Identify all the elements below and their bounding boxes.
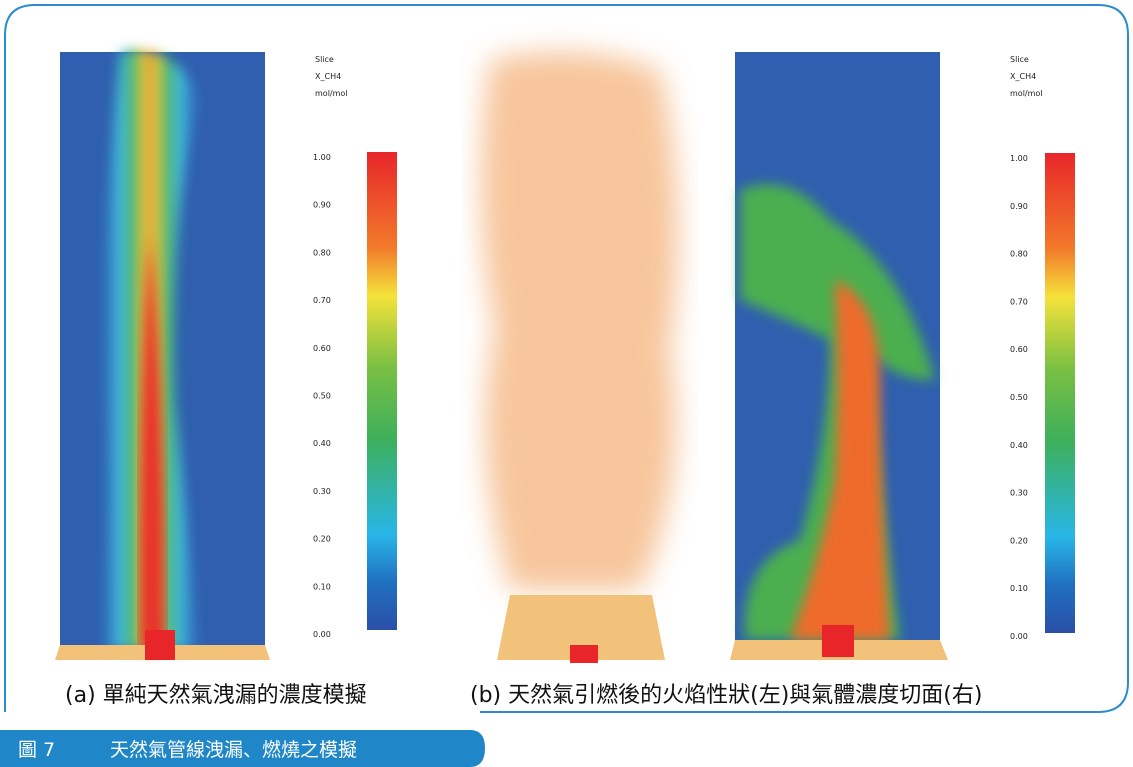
colorbar-tick-label: 0.10: [313, 582, 331, 591]
colorbar-tick-label: 0.40: [313, 439, 331, 448]
figure-title: 天然氣管線洩漏、燃燒之模擬: [110, 739, 357, 761]
colorbar-tick-label: 1.00: [1010, 154, 1028, 163]
legend-text: mol/mol: [1010, 89, 1043, 98]
colorbar-tick-label: 0.90: [1010, 202, 1028, 211]
figure-label: 圖 7: [18, 739, 55, 761]
colorbar-tick-label: 0.40: [1010, 441, 1028, 450]
colorbar-tick-label: 1.00: [313, 153, 331, 162]
colorbar-tick-label: 0.10: [1010, 584, 1028, 593]
legend-text: mol/mol: [315, 89, 348, 98]
colorbar-tick-label: 0.90: [313, 201, 331, 210]
colorbar-tick-label: 0.30: [1010, 489, 1028, 498]
source: [822, 625, 854, 657]
colorbar-tick-label: 0.80: [313, 248, 331, 257]
colorbar-tick-label: 0.20: [1010, 536, 1028, 545]
colorbar: [367, 152, 397, 630]
colorbar-tick-label: 0.70: [1010, 297, 1028, 306]
flame: [481, 52, 678, 590]
colorbar-tick-label: 0.00: [1010, 632, 1028, 641]
colorbar-tick-label: 0.60: [313, 344, 331, 353]
page: (a) 單純天然氣洩漏的濃度模擬 (b) 天然氣引燃後的火焰性狀(左)與氣體濃度…: [0, 0, 1133, 767]
colorbar-tick-label: 0.00: [313, 630, 331, 639]
figure: (a) 單純天然氣洩漏的濃度模擬 (b) 天然氣引燃後的火焰性狀(左)與氣體濃度…: [0, 0, 1133, 767]
legend-text: X_CH4: [1010, 72, 1036, 81]
legend-text: Slice: [315, 55, 334, 64]
legend-text: Slice: [1010, 55, 1029, 64]
source: [145, 630, 175, 660]
source: [570, 645, 598, 663]
colorbar-tick-label: 0.80: [1010, 250, 1028, 259]
colorbar-tick-label: 0.70: [313, 296, 331, 305]
colorbar-tick-label: 0.50: [313, 392, 331, 401]
colorbar-tick-label: 0.30: [313, 487, 331, 496]
colorbar: [1045, 153, 1075, 633]
caption: (a) 單純天然氣洩漏的濃度模擬: [65, 683, 367, 708]
colorbar-tick-label: 0.50: [1010, 393, 1028, 402]
caption: (b) 天然氣引燃後的火焰性狀(左)與氣體濃度切面(右): [470, 683, 982, 708]
colorbar-tick-label: 0.20: [313, 535, 331, 544]
legend-text: X_CH4: [315, 72, 341, 81]
colorbar-tick-label: 0.60: [1010, 345, 1028, 354]
